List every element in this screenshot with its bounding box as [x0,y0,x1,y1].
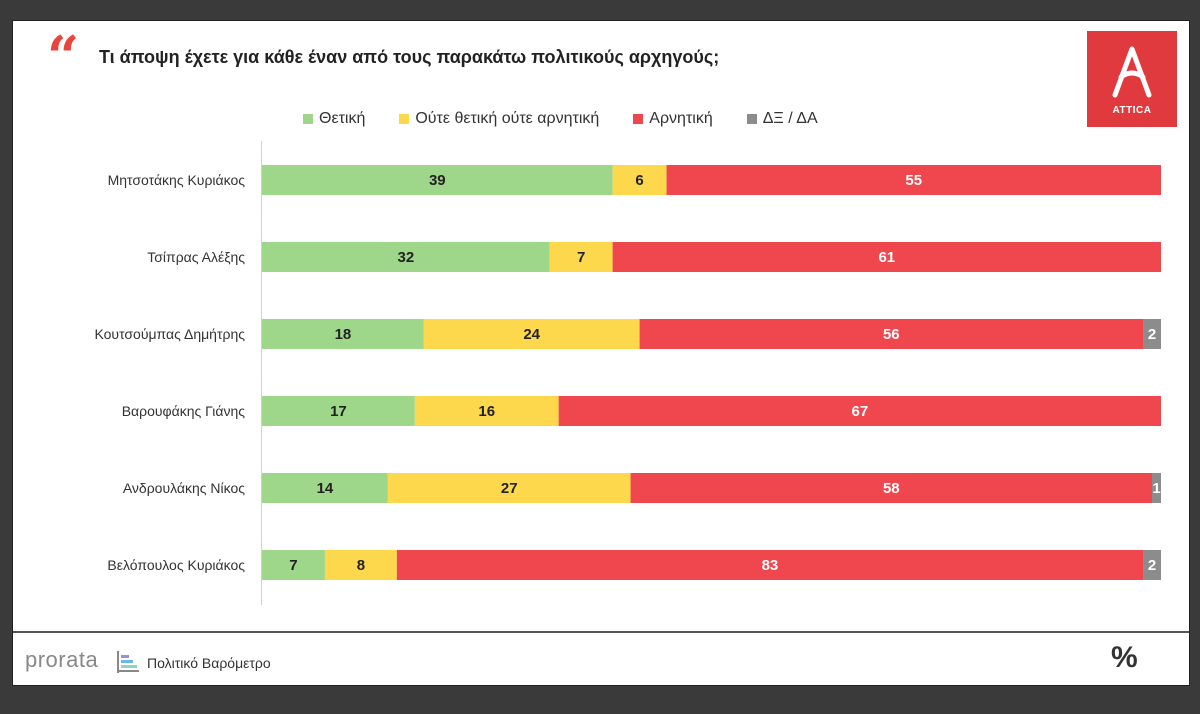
category-label: Μητσοτάκης Κυριάκος [108,172,246,188]
bar-segment-positive [262,396,415,426]
footer-divider [13,631,1189,633]
bar-segment-negative [630,473,1153,503]
legend-swatch [303,114,313,124]
data-label-positive: 7 [289,557,297,574]
category-label: Τσίπρας Αλέξης [147,249,245,265]
attica-a-icon [1112,46,1152,98]
logo-text: ATTICA [1112,105,1152,116]
bar-segment-positive [262,242,550,272]
attica-logo: ATTICA [1087,31,1177,127]
data-label-positive: 32 [397,249,414,266]
legend-swatch [633,114,644,124]
bar-segment-negative [396,550,1144,580]
bar-segment-neutral [324,550,397,580]
data-label-neutral: 7 [577,249,585,266]
data-label-negative: 61 [878,249,895,266]
data-label-negative: 55 [905,172,922,189]
data-label-positive: 39 [429,172,446,189]
legend-swatch [399,114,410,124]
bar-segment-positive [262,165,613,195]
data-label-neutral: 27 [501,480,518,497]
category-label: Κουτσούμπας Δημήτρης [94,326,245,342]
data-label-dkna: 2 [1148,557,1156,574]
bar-segment-neutral [387,473,631,503]
chart-title: Τι άποψη έχετε για κάθε έναν από τους πα… [99,47,720,67]
legend-swatch [746,114,757,124]
category-label: Βελόπουλος Κυριάκος [107,557,245,573]
category-axis-line [261,141,262,605]
data-label-negative: 56 [883,326,900,343]
data-label-neutral: 24 [523,326,540,343]
legend-label: Αρνητική [649,110,713,127]
bar-segment-negative [666,165,1161,195]
prorata-logo-text: prorata [25,647,99,672]
bar-segment-dkna [1152,473,1161,503]
bar-segment-dkna [1143,319,1161,349]
data-label-dkna: 1 [1152,480,1160,497]
bar-segment-negative [612,242,1161,272]
bar-segment-positive [262,473,388,503]
data-label-dkna: 2 [1148,326,1156,343]
legend-item: Ούτε θετική ούτε αρνητική [399,110,599,128]
legend: Θετική Ούτε θετική ούτε αρνητική Αρνητική Δ… [303,107,852,131]
data-label-neutral: 16 [478,403,495,420]
bar-segment-positive [262,319,424,349]
data-label-positive: 17 [330,403,347,420]
prorata-bars-icon [117,651,139,673]
legend-label: Ούτε θετική ούτε αρνητική [415,110,600,127]
bar-segment-neutral [423,319,640,349]
data-label-negative: 83 [762,557,779,574]
percent-icon: % [1111,641,1138,674]
quote-icon: “ [47,24,80,90]
bar-segment-neutral [549,242,613,272]
bar-segment-neutral [414,396,559,426]
chart-frame: “ Τι άποψη έχετε για κάθε έναν από τους … [12,20,1190,686]
legend-item: ΔΞ / ΔΑ [746,110,818,128]
data-label-neutral: 8 [357,557,365,574]
data-label-neutral: 6 [635,172,643,189]
legend-label: Θετική [319,110,366,127]
bar-segment-neutral [612,165,667,195]
barometer-subtitle: Πολιτικό Βαρόμετρο [147,655,271,671]
data-label-positive: 14 [317,480,334,497]
category-label: Βαρουφάκης Γιάνης [122,403,246,419]
category-label: Ανδρουλάκης Νίκος [123,480,245,496]
legend-label: ΔΞ / ΔΑ [762,110,818,127]
data-label-positive: 18 [335,326,352,343]
legend-item: Αρνητική [633,110,713,128]
data-label-negative: 67 [851,403,868,420]
data-label-negative: 58 [883,480,900,497]
stacked-bar-chart: Μητσοτάκης Κυριάκος 39 6 55 Τσίπρας Αλέξης 32… [94,165,1161,580]
legend-item: Θετική [303,110,365,128]
bar-segment-positive [262,550,325,580]
bar-segment-negative [639,319,1144,349]
bar-segment-dkna [1143,550,1161,580]
bar-segment-negative [558,396,1161,426]
